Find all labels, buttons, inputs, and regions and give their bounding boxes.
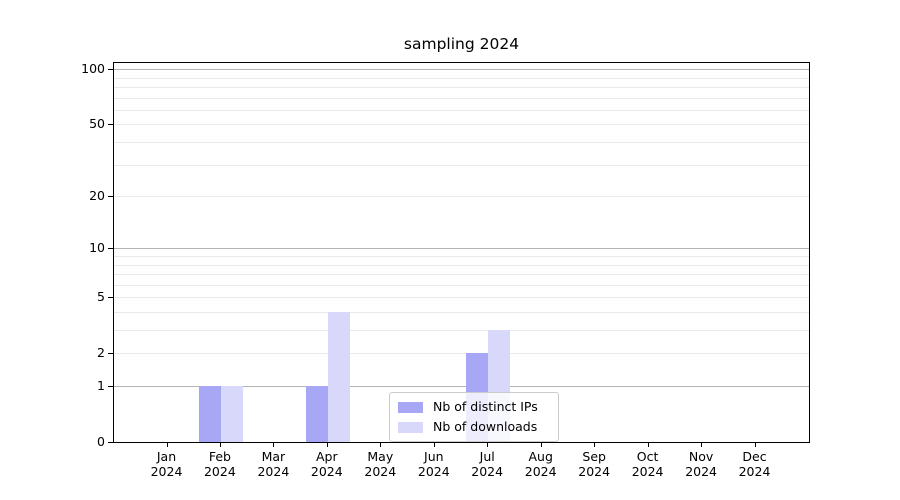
x-tick-mark bbox=[219, 443, 221, 447]
x-tick-label: May 2024 bbox=[350, 449, 410, 479]
y-tick-label: 0 bbox=[97, 434, 105, 449]
legend: Nb of distinct IPs Nb of downloads bbox=[389, 392, 559, 442]
x-tick-mark bbox=[273, 443, 275, 447]
legend-label-downloads: Nb of downloads bbox=[433, 419, 538, 434]
gridline-minor bbox=[114, 109, 809, 111]
y-tick-mark bbox=[108, 386, 113, 387]
bar-downloads bbox=[327, 312, 350, 442]
gridline-minor bbox=[114, 124, 809, 126]
x-tick-year: 2024 bbox=[471, 464, 504, 479]
gridline-minor bbox=[114, 284, 809, 286]
x-tick-month: Aug bbox=[528, 449, 553, 464]
y-tick-label: 1 bbox=[97, 378, 105, 393]
x-tick-year: 2024 bbox=[631, 464, 664, 479]
x-tick-year: 2024 bbox=[203, 464, 236, 479]
legend-label-distinct-ips: Nb of distinct IPs bbox=[433, 399, 538, 414]
legend-swatch-downloads bbox=[398, 421, 423, 433]
gridline-minor bbox=[114, 330, 809, 331]
y-tick-mark bbox=[108, 297, 113, 299]
y-tick-label: 100 bbox=[81, 61, 105, 77]
x-tick-month: Jan bbox=[156, 449, 177, 464]
x-tick-month: Jun bbox=[424, 449, 444, 464]
bar-distinct-ips bbox=[198, 386, 221, 442]
x-tick-month: Sep bbox=[582, 449, 606, 464]
gridline-minor bbox=[114, 196, 809, 197]
x-tick-month: Mar bbox=[261, 449, 286, 464]
y-tick-mark bbox=[108, 442, 113, 443]
x-tick-label: Mar 2024 bbox=[243, 449, 303, 479]
gridline-minor bbox=[114, 274, 809, 275]
y-tick-label: 5 bbox=[97, 289, 105, 305]
plot-area: Nb of distinct IPs Nb of downloads bbox=[113, 62, 810, 443]
x-tick-mark bbox=[380, 443, 382, 447]
x-tick-label: Jul 2024 bbox=[457, 449, 517, 479]
gridline-minor bbox=[114, 142, 809, 143]
gridline-major bbox=[114, 248, 809, 250]
y-tick-mark bbox=[108, 124, 113, 126]
x-tick-year: 2024 bbox=[150, 464, 183, 479]
y-tick-label: 50 bbox=[89, 116, 105, 132]
gridline-minor bbox=[114, 264, 809, 266]
y-tick-mark bbox=[108, 69, 113, 71]
y-tick-mark bbox=[108, 196, 113, 197]
y-tick-mark bbox=[108, 248, 113, 250]
x-tick-label: Apr 2024 bbox=[297, 449, 357, 479]
legend-swatch-distinct-ips bbox=[398, 401, 423, 413]
x-tick-month: Apr bbox=[315, 449, 338, 464]
gridline-minor bbox=[114, 312, 809, 313]
x-tick-month: Jul bbox=[479, 449, 495, 464]
gridline-major bbox=[114, 386, 809, 387]
x-tick-year: 2024 bbox=[524, 464, 557, 479]
bar-distinct-ips bbox=[305, 386, 328, 442]
x-tick-mark bbox=[487, 443, 489, 447]
x-tick-mark bbox=[433, 443, 435, 447]
x-tick-label: Aug 2024 bbox=[511, 449, 571, 479]
x-tick-label: Feb 2024 bbox=[190, 449, 250, 479]
gridline-minor bbox=[114, 256, 809, 257]
gridline-minor bbox=[114, 87, 809, 88]
x-tick-mark bbox=[540, 443, 542, 447]
x-tick-month: Nov bbox=[688, 449, 714, 464]
legend-item-distinct-ips: Nb of distinct IPs bbox=[398, 399, 550, 415]
y-tick-label: 2 bbox=[97, 345, 105, 361]
x-tick-mark bbox=[594, 443, 596, 447]
gridline-major bbox=[114, 69, 809, 71]
y-tick-label: 10 bbox=[89, 240, 105, 256]
gridline-minor bbox=[114, 77, 809, 79]
y-tick-label: 20 bbox=[89, 188, 105, 203]
x-tick-month: Dec bbox=[742, 449, 767, 464]
x-tick-mark bbox=[754, 443, 756, 447]
gridline-minor bbox=[114, 297, 809, 299]
x-tick-label: Jan 2024 bbox=[137, 449, 197, 479]
legend-item-downloads: Nb of downloads bbox=[398, 419, 550, 435]
gridline-minor bbox=[114, 164, 809, 166]
x-tick-year: 2024 bbox=[738, 464, 771, 479]
y-tick-mark bbox=[108, 353, 113, 355]
x-tick-label: Dec 2024 bbox=[725, 449, 785, 479]
x-tick-mark bbox=[326, 443, 328, 447]
x-tick-month: May bbox=[367, 449, 394, 464]
x-tick-year: 2024 bbox=[310, 464, 343, 479]
x-tick-year: 2024 bbox=[364, 464, 397, 479]
x-tick-mark bbox=[701, 443, 703, 447]
x-tick-month: Oct bbox=[636, 449, 659, 464]
x-tick-mark bbox=[166, 443, 168, 447]
x-tick-year: 2024 bbox=[685, 464, 717, 479]
x-tick-label: Sep 2024 bbox=[564, 449, 624, 479]
x-tick-label: Nov 2024 bbox=[671, 449, 731, 479]
x-tick-mark bbox=[647, 443, 649, 447]
gridline-minor bbox=[114, 97, 809, 99]
x-tick-label: Jun 2024 bbox=[404, 449, 464, 479]
bar-downloads bbox=[220, 386, 243, 442]
x-tick-year: 2024 bbox=[578, 464, 611, 479]
x-tick-month: Feb bbox=[208, 449, 231, 464]
x-tick-year: 2024 bbox=[417, 464, 450, 479]
chart-title: sampling 2024 bbox=[403, 35, 520, 53]
x-tick-label: Oct 2024 bbox=[618, 449, 678, 479]
x-tick-year: 2024 bbox=[257, 464, 290, 479]
gridline-minor bbox=[114, 353, 809, 355]
